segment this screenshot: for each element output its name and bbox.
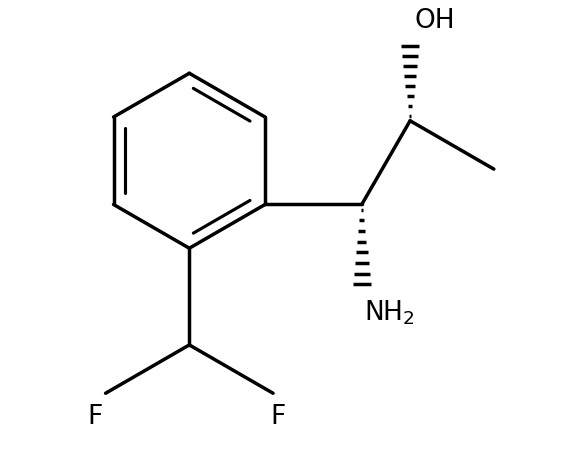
Text: F: F: [87, 405, 102, 430]
Text: F: F: [270, 405, 285, 430]
Text: NH$_2$: NH$_2$: [364, 299, 415, 327]
Text: OH: OH: [415, 8, 455, 34]
